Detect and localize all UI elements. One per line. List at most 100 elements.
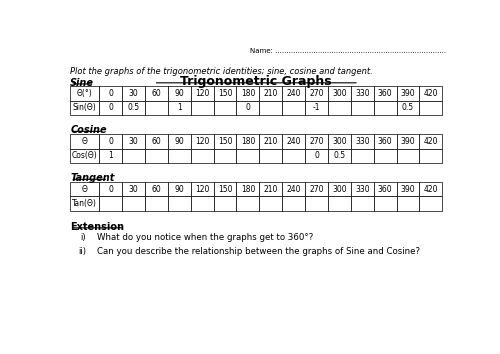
- Bar: [305, 182, 328, 196]
- Text: 360: 360: [378, 89, 392, 98]
- Text: Can you describe the relationship between the graphs of Sine and Cosine?: Can you describe the relationship betwee…: [98, 247, 420, 256]
- Bar: [70, 134, 100, 149]
- Bar: [305, 101, 328, 115]
- Text: 330: 330: [355, 185, 370, 194]
- Bar: [100, 149, 122, 163]
- Bar: [282, 86, 305, 101]
- Text: 150: 150: [218, 89, 232, 98]
- Bar: [328, 101, 351, 115]
- Bar: [122, 86, 145, 101]
- Bar: [396, 196, 419, 211]
- Bar: [374, 101, 396, 115]
- Text: 300: 300: [332, 89, 346, 98]
- Bar: [374, 196, 396, 211]
- Bar: [374, 182, 396, 196]
- Text: i): i): [80, 233, 86, 242]
- Text: 0.5: 0.5: [334, 151, 345, 160]
- Text: 90: 90: [174, 137, 184, 146]
- Text: Θ: Θ: [82, 137, 87, 146]
- Text: 270: 270: [310, 185, 324, 194]
- Text: 180: 180: [240, 185, 255, 194]
- Bar: [191, 101, 214, 115]
- Text: 210: 210: [264, 137, 278, 146]
- Bar: [168, 182, 191, 196]
- Bar: [260, 196, 282, 211]
- Bar: [191, 149, 214, 163]
- Text: 120: 120: [195, 89, 210, 98]
- Bar: [214, 101, 236, 115]
- Text: 0: 0: [108, 103, 113, 112]
- Bar: [191, 134, 214, 149]
- Bar: [351, 86, 374, 101]
- Bar: [260, 134, 282, 149]
- Bar: [328, 134, 351, 149]
- Bar: [282, 134, 305, 149]
- Text: 270: 270: [310, 89, 324, 98]
- Bar: [396, 182, 419, 196]
- Text: 30: 30: [128, 89, 138, 98]
- Text: Cos(Θ): Cos(Θ): [72, 151, 98, 160]
- Bar: [420, 86, 442, 101]
- Text: 90: 90: [174, 89, 184, 98]
- Bar: [214, 149, 236, 163]
- Bar: [236, 182, 260, 196]
- Text: 300: 300: [332, 185, 346, 194]
- Bar: [214, 134, 236, 149]
- Text: 0: 0: [314, 151, 319, 160]
- Bar: [305, 196, 328, 211]
- Text: Θ: Θ: [82, 185, 87, 194]
- Bar: [122, 134, 145, 149]
- Bar: [236, 134, 260, 149]
- Text: 60: 60: [152, 137, 162, 146]
- Bar: [122, 182, 145, 196]
- Bar: [305, 149, 328, 163]
- Bar: [100, 196, 122, 211]
- Text: 60: 60: [152, 89, 162, 98]
- Bar: [70, 182, 100, 196]
- Text: Tan(Θ): Tan(Θ): [72, 199, 97, 208]
- Text: 150: 150: [218, 185, 232, 194]
- Bar: [236, 101, 260, 115]
- Bar: [145, 196, 168, 211]
- Text: Cosine: Cosine: [70, 125, 107, 135]
- Bar: [260, 182, 282, 196]
- Bar: [214, 182, 236, 196]
- Text: 0: 0: [108, 137, 113, 146]
- Bar: [145, 182, 168, 196]
- Bar: [351, 101, 374, 115]
- Bar: [168, 134, 191, 149]
- Text: 1: 1: [177, 103, 182, 112]
- Text: Θ(°): Θ(°): [77, 89, 92, 98]
- Bar: [70, 196, 100, 211]
- Text: 360: 360: [378, 137, 392, 146]
- Text: 150: 150: [218, 137, 232, 146]
- Text: 420: 420: [424, 137, 438, 146]
- Bar: [191, 196, 214, 211]
- Bar: [145, 149, 168, 163]
- Bar: [420, 149, 442, 163]
- Bar: [100, 134, 122, 149]
- Bar: [260, 86, 282, 101]
- Bar: [351, 196, 374, 211]
- Bar: [351, 182, 374, 196]
- Text: 420: 420: [424, 185, 438, 194]
- Bar: [282, 196, 305, 211]
- Bar: [260, 149, 282, 163]
- Text: Sin(Θ): Sin(Θ): [73, 103, 96, 112]
- Bar: [374, 134, 396, 149]
- Text: 240: 240: [286, 89, 301, 98]
- Bar: [420, 182, 442, 196]
- Bar: [191, 86, 214, 101]
- Bar: [168, 86, 191, 101]
- Bar: [328, 196, 351, 211]
- Bar: [100, 86, 122, 101]
- Bar: [70, 86, 100, 101]
- Bar: [214, 86, 236, 101]
- Bar: [396, 101, 419, 115]
- Bar: [374, 149, 396, 163]
- Bar: [168, 196, 191, 211]
- Bar: [70, 149, 100, 163]
- Bar: [328, 149, 351, 163]
- Text: 180: 180: [240, 89, 255, 98]
- Bar: [145, 101, 168, 115]
